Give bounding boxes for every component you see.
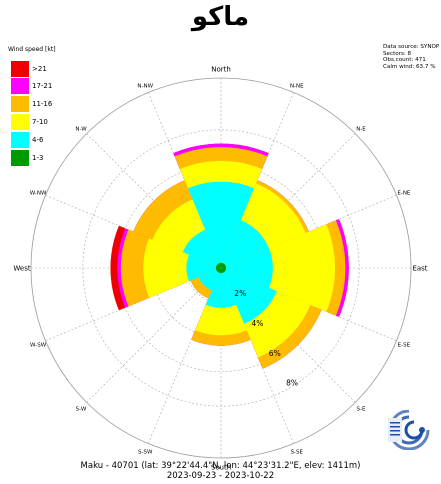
legend-swatch bbox=[11, 132, 29, 148]
direction-label: N-E bbox=[356, 127, 366, 133]
direction-label: S-SE bbox=[291, 449, 304, 455]
direction-label: E-NE bbox=[397, 191, 411, 197]
direction-label: N-NW bbox=[137, 84, 153, 90]
legend-swatch bbox=[11, 150, 29, 166]
legend-label: 7-10 bbox=[32, 118, 48, 126]
wind-sector-wedge bbox=[187, 181, 255, 268]
legend-item: >21 bbox=[11, 61, 71, 77]
obs-count: Obs.count: 471 bbox=[383, 57, 426, 64]
direction-label: W-NW bbox=[30, 191, 47, 197]
legend-swatch bbox=[11, 78, 29, 94]
wind-sector-wedge bbox=[143, 238, 221, 298]
legend-label: 1-3 bbox=[32, 154, 44, 162]
direction-label: N-W bbox=[75, 127, 87, 133]
date-range: 2023-09-23 - 2023-10-22 bbox=[166, 471, 275, 481]
legend-label: 17-21 bbox=[32, 82, 53, 90]
legend-item: 1-3 bbox=[11, 150, 71, 166]
wind-sector-wedge bbox=[221, 266, 227, 270]
legend-swatch bbox=[11, 114, 29, 130]
wind-sector-wedge bbox=[221, 268, 226, 273]
direction-label: East bbox=[412, 265, 427, 273]
radial-tick-label: 6% bbox=[269, 349, 281, 358]
radial-tick-label: 8% bbox=[286, 379, 298, 388]
legend-item: 4-6 bbox=[11, 132, 71, 148]
radial-tick-label: 4% bbox=[252, 319, 264, 328]
wind-sector-wedge bbox=[205, 268, 237, 308]
data-info: Data source: SYNOP Sectors: 8 Obs.count:… bbox=[383, 44, 439, 70]
organization-logo bbox=[388, 410, 430, 450]
wind-sector-wedge bbox=[219, 268, 223, 274]
direction-label: South bbox=[211, 464, 231, 472]
wind-sector-wedge bbox=[221, 224, 335, 312]
wind-sector-wedge bbox=[221, 248, 273, 288]
radial-tick-label: 2% bbox=[234, 289, 246, 298]
legend-label: >21 bbox=[32, 65, 47, 73]
direction-label: E-SE bbox=[398, 342, 411, 348]
direction-label: West bbox=[13, 265, 30, 273]
data-source: Data source: SYNOP bbox=[383, 44, 440, 50]
calm-wind: Calm wind: 63.7 % bbox=[383, 63, 436, 70]
chart-title: ماکو bbox=[191, 2, 250, 32]
legend-item: 7-10 bbox=[11, 114, 71, 130]
direction-label: S-W bbox=[76, 407, 87, 413]
legend-label: 4-6 bbox=[32, 136, 44, 144]
station-caption: Maku - 40701 (lat: 39°22'44.4"N, lon: 44… bbox=[0, 461, 441, 481]
wind-sector-wedge bbox=[198, 268, 221, 291]
sector-count: Sectors: 8 bbox=[383, 50, 412, 57]
radial-grid-ring bbox=[82, 129, 360, 407]
wind-sector-wedge bbox=[182, 229, 221, 268]
legend-swatch bbox=[11, 96, 29, 112]
legend-item: 11-16 bbox=[11, 96, 71, 112]
wind-sector-wedge bbox=[221, 220, 269, 268]
direction-label: S-E bbox=[357, 407, 366, 413]
wind-sector-wedge bbox=[186, 254, 221, 282]
wind-sector-wedge bbox=[221, 268, 277, 324]
legend-swatch bbox=[11, 61, 29, 77]
direction-label: W-SW bbox=[30, 342, 47, 348]
station-info: Maku - 40701 (lat: 39°22'44.4"N, lon: 44… bbox=[80, 461, 361, 471]
wind-sector-wedge bbox=[219, 262, 223, 268]
wind-sector-wedge bbox=[216, 263, 221, 268]
wind-sector-wedge bbox=[221, 263, 226, 268]
direction-spoke bbox=[148, 267, 222, 444]
direction-label: N-NE bbox=[290, 84, 304, 90]
legend-item: 17-21 bbox=[11, 78, 71, 94]
legend-label: 11-16 bbox=[32, 100, 53, 108]
direction-label: S-SW bbox=[138, 449, 153, 455]
wind-sector-wedge bbox=[216, 268, 221, 273]
legend-title: Wind speed [kt] bbox=[8, 46, 56, 53]
wind-sector-wedge bbox=[215, 266, 221, 270]
direction-label: North bbox=[211, 66, 231, 74]
